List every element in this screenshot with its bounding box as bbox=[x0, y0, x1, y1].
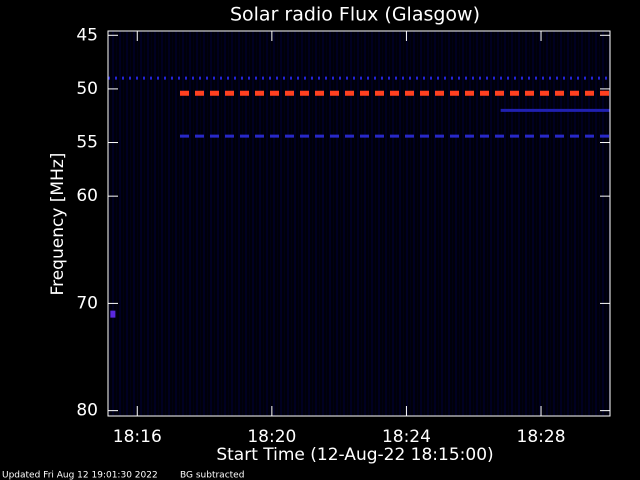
y-tick-label: 60 bbox=[76, 186, 98, 206]
x-tick-label: 18:20 bbox=[247, 427, 296, 447]
y-tick-label: 55 bbox=[76, 133, 98, 153]
x-tick-label: 18:16 bbox=[113, 427, 162, 447]
plot-background bbox=[108, 31, 610, 416]
y-tick-label: 70 bbox=[76, 293, 98, 313]
y-axis-label: Frequency [MHz] bbox=[48, 153, 68, 296]
y-tick-label: 50 bbox=[76, 79, 98, 99]
x-axis-label: Start Time (12-Aug-22 18:15:00) bbox=[216, 445, 493, 465]
x-tick-label: 18:28 bbox=[517, 427, 566, 447]
y-tick-label: 45 bbox=[76, 25, 98, 45]
y-tick-label: 80 bbox=[76, 401, 98, 421]
footer-note: BG subtracted bbox=[180, 471, 244, 480]
plot-frame bbox=[107, 30, 611, 417]
chart-title: Solar radio Flux (Glasgow) bbox=[230, 4, 480, 26]
x-tick-label: 18:24 bbox=[382, 427, 431, 447]
footer-updated: Updated Fri Aug 12 19:01:30 2022 bbox=[2, 471, 158, 480]
